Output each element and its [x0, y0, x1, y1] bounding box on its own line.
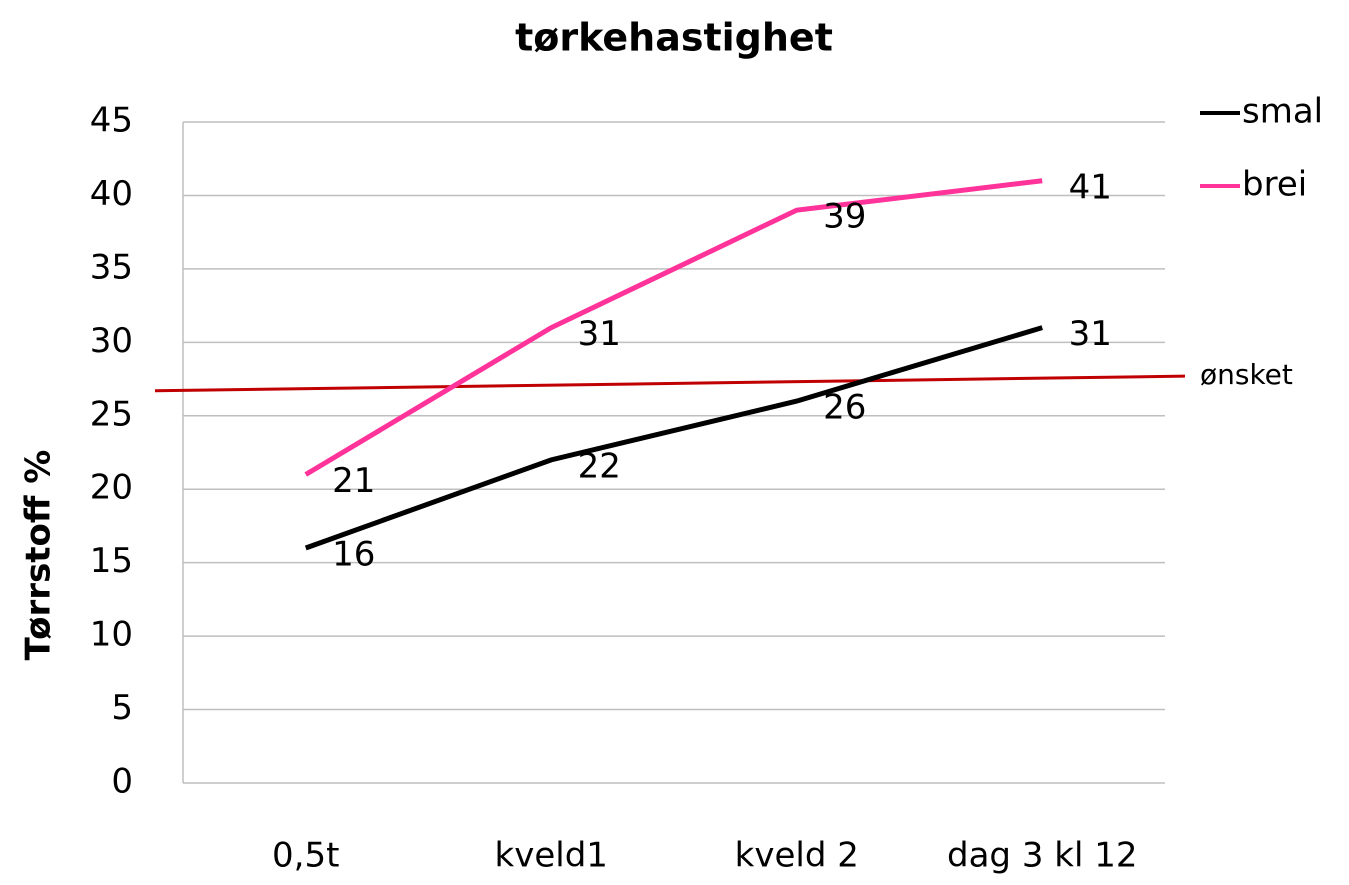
data-label: 31 — [578, 314, 621, 354]
target-line — [154, 374, 1186, 393]
y-tick-label: 0 — [111, 762, 133, 802]
y-tick-label: 25 — [90, 394, 133, 434]
y-tick-label: 15 — [90, 541, 133, 581]
data-label: 22 — [578, 446, 621, 486]
data-label: 16 — [332, 534, 375, 574]
legend-label: brei — [1242, 165, 1307, 205]
y-tick-label: 40 — [90, 174, 133, 214]
data-label: 21 — [332, 461, 375, 501]
series-line — [304, 178, 1043, 477]
target-label: ønsket — [1200, 358, 1293, 391]
chart-title: tørkehastighet — [515, 16, 833, 60]
y-tick-label: 35 — [90, 247, 133, 287]
data-label: 39 — [823, 197, 866, 237]
x-tick-label: kveld1 — [495, 836, 608, 876]
y-tick-label: 10 — [90, 615, 133, 655]
y-tick-label: 5 — [111, 688, 133, 728]
data-label: 26 — [823, 388, 866, 428]
x-tick-label: kveld 2 — [735, 836, 859, 876]
x-tick-label: 0,5t — [272, 836, 339, 876]
x-tick-label: dag 3 kl 12 — [947, 836, 1137, 876]
y-tick-label: 30 — [90, 321, 133, 361]
y-axis-title: Tørrstoff % — [19, 450, 59, 661]
data-label: 31 — [1069, 314, 1112, 354]
y-tick-label: 45 — [90, 101, 133, 141]
series-line — [304, 325, 1043, 551]
y-tick-label: 20 — [90, 468, 133, 508]
data-label: 41 — [1069, 167, 1112, 207]
legend-label: smal — [1242, 92, 1323, 132]
